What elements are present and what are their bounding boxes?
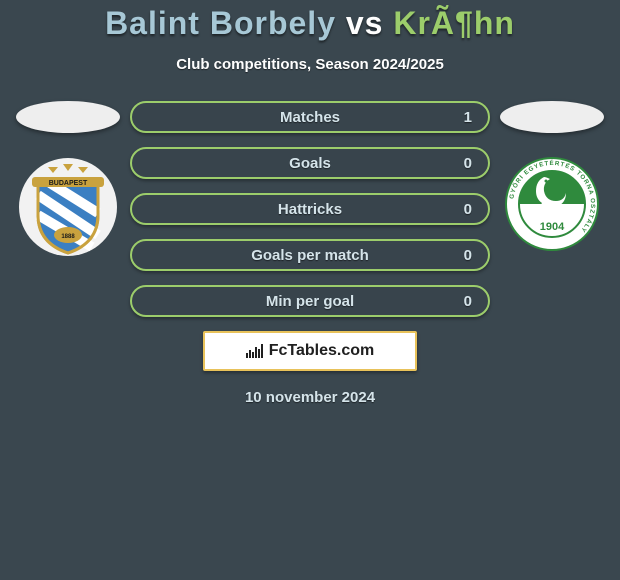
main-row: BUDAPEST 1888 Matches 1 Goals 0 Hattrick… (0, 101, 620, 317)
right-side: GYŐRI EGYETÉRTÉS TORNA OSZTÁLY 1904 (492, 101, 612, 262)
page-title: Balint Borbely vs KrÃ¶hn (0, 5, 620, 42)
club-logo-right: GYŐRI EGYETÉRTÉS TORNA OSZTÁLY 1904 (502, 157, 602, 262)
stat-value: 0 (464, 247, 472, 264)
brand-box[interactable]: FcTables.com (203, 331, 417, 371)
stat-row-goals-per-match: Goals per match 0 (130, 239, 490, 271)
left-side: BUDAPEST 1888 (8, 101, 128, 262)
player2-avatar (500, 101, 604, 133)
stat-label: Matches (132, 109, 488, 126)
stat-value: 0 (464, 155, 472, 172)
stat-row-goals: Goals 0 (130, 147, 490, 179)
stat-row-matches: Matches 1 (130, 101, 490, 133)
stat-label: Goals (132, 155, 488, 172)
stat-label: Min per goal (132, 293, 488, 310)
club-logo-left: BUDAPEST 1888 (18, 157, 118, 262)
stat-value: 1 (464, 109, 472, 126)
player2-name: KrÃ¶hn (393, 5, 515, 41)
mtk-shield-icon: BUDAPEST 1888 (18, 157, 118, 257)
svg-text:1888: 1888 (61, 234, 75, 240)
svg-text:1904: 1904 (540, 221, 565, 233)
stat-value: 0 (464, 201, 472, 218)
eto-badge-icon: GYŐRI EGYETÉRTÉS TORNA OSZTÁLY 1904 (502, 157, 602, 257)
subtitle: Club competitions, Season 2024/2025 (0, 56, 620, 73)
stat-label: Hattricks (132, 201, 488, 218)
player1-avatar (16, 101, 120, 133)
stats-column: Matches 1 Goals 0 Hattricks 0 Goals per … (128, 101, 492, 317)
svg-text:BUDAPEST: BUDAPEST (49, 180, 88, 187)
player1-name: Balint Borbely (105, 5, 336, 41)
vs-text: vs (336, 5, 393, 41)
brand-text: FcTables.com (269, 342, 375, 360)
stat-row-min-per-goal: Min per goal 0 (130, 285, 490, 317)
stat-value: 0 (464, 293, 472, 310)
chart-bars-icon (246, 344, 263, 358)
stat-row-hattricks: Hattricks 0 (130, 193, 490, 225)
date-text: 10 november 2024 (0, 389, 620, 406)
stat-label: Goals per match (132, 247, 488, 264)
comparison-card: Balint Borbely vs KrÃ¶hn Club competitio… (0, 0, 620, 406)
